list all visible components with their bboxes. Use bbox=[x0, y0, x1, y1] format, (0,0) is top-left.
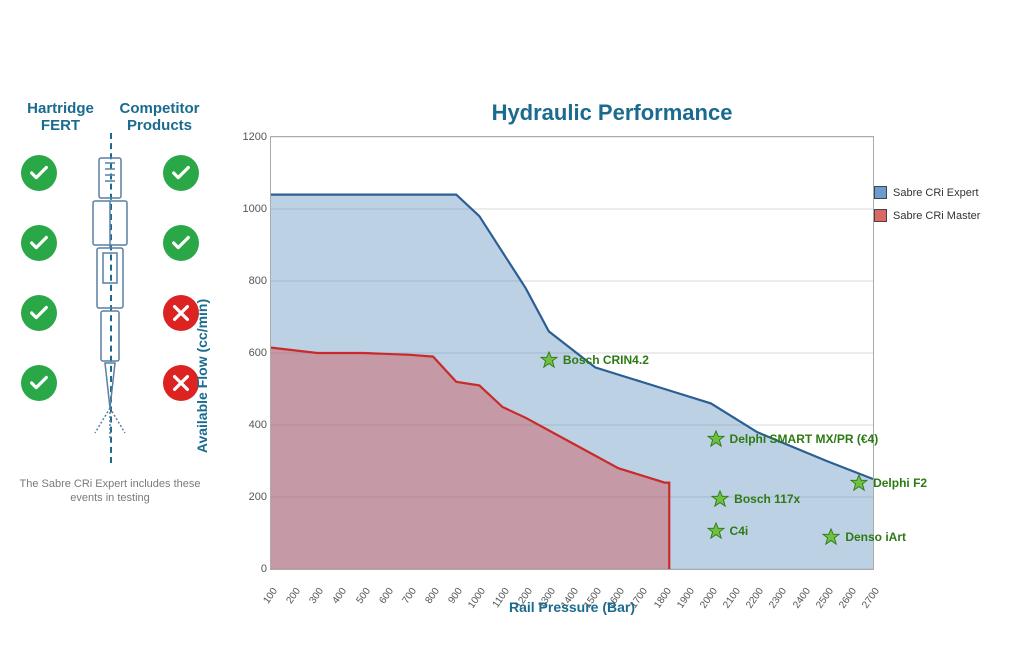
legend-label: Sabre CRi Master bbox=[893, 210, 980, 222]
marker-star bbox=[707, 522, 725, 540]
check-icon bbox=[163, 155, 199, 191]
marker-label: Bosch CRIN4.2 bbox=[563, 353, 649, 367]
header-hartridge: HartridgeFERT bbox=[13, 100, 108, 135]
legend-label: Sabre CRi Expert bbox=[893, 187, 979, 199]
legend-swatch bbox=[874, 186, 887, 199]
legend-swatch bbox=[874, 209, 887, 222]
y-tick: 0 bbox=[233, 563, 267, 575]
plot-area: Available Flow (cc/min) 0200400600800100… bbox=[220, 136, 874, 615]
y-tick: 200 bbox=[233, 491, 267, 503]
marker-label: Delphi SMART MX/PR (€4) bbox=[730, 432, 879, 446]
root: HartridgeFERT CompetitorProducts bbox=[0, 0, 1024, 645]
chart-panel: Hydraulic Performance Available Flow (cc… bbox=[220, 0, 1024, 645]
legend-item: Sabre CRi Expert bbox=[874, 186, 1004, 199]
check-icon bbox=[21, 155, 57, 191]
y-axis-label: Available Flow (cc/min) bbox=[194, 298, 210, 452]
marker-label: Delphi F2 bbox=[873, 476, 927, 490]
comparison-caption: The Sabre CRi Expert includes these even… bbox=[10, 477, 210, 506]
check-icon bbox=[163, 225, 199, 261]
check-icon bbox=[21, 295, 57, 331]
y-tick: 1200 bbox=[233, 131, 267, 143]
y-tick: 400 bbox=[233, 419, 267, 431]
marker-star bbox=[540, 351, 558, 369]
plot: 0200400600800100012001002003004005006007… bbox=[270, 136, 874, 570]
marker-star bbox=[822, 528, 840, 546]
marker-star bbox=[850, 474, 868, 492]
marker-label: Denso iArt bbox=[845, 530, 906, 544]
marker-label: C4i bbox=[730, 524, 749, 538]
marker-label: Bosch 117x bbox=[734, 492, 800, 506]
chart-title: Hydraulic Performance bbox=[220, 100, 1004, 126]
y-tick: 800 bbox=[233, 275, 267, 287]
y-tick: 600 bbox=[233, 347, 267, 359]
y-tick: 1000 bbox=[233, 203, 267, 215]
legend-item: Sabre CRi Master bbox=[874, 209, 1004, 222]
comparison-graphic bbox=[15, 143, 205, 463]
check-icon bbox=[21, 365, 57, 401]
chart-wrap: Available Flow (cc/min) 0200400600800100… bbox=[220, 136, 1004, 615]
marker-star bbox=[711, 490, 729, 508]
check-icon bbox=[21, 225, 57, 261]
header-competitor: CompetitorProducts bbox=[112, 100, 207, 135]
comparison-headers: HartridgeFERT CompetitorProducts bbox=[10, 100, 210, 135]
x-axis-label: Rail Pressure (Bar) bbox=[270, 599, 874, 615]
comparison-panel: HartridgeFERT CompetitorProducts bbox=[0, 0, 220, 645]
marker-star bbox=[707, 430, 725, 448]
injector-schematic bbox=[85, 153, 135, 443]
